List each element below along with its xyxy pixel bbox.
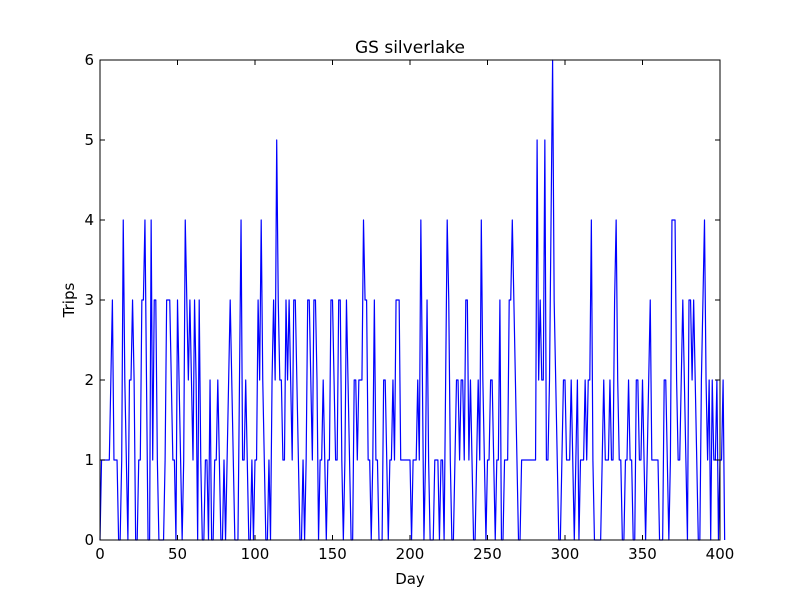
- x-tick-label: 300: [551, 545, 580, 563]
- x-axis-ticks: 0 50 100 150 200 250 300 350 400: [95, 60, 734, 563]
- x-tick-label: 50: [168, 545, 187, 563]
- series-layer: [99, 59, 726, 541]
- y-axis-title: Trips: [60, 283, 78, 319]
- y-tick-label: 0: [84, 531, 94, 549]
- x-tick-label: 250: [473, 545, 502, 563]
- x-tick-label: 400: [706, 545, 735, 563]
- chart-title: GS silverlake: [355, 38, 465, 58]
- y-tick-label: 3: [84, 291, 94, 309]
- plot-area: [99, 59, 726, 541]
- x-tick-label: 0: [95, 545, 105, 563]
- y-tick-label: 6: [84, 51, 94, 69]
- x-tick-label: 100: [241, 545, 270, 563]
- x-tick-label: 150: [318, 545, 347, 563]
- y-tick-label: 2: [84, 371, 94, 389]
- x-tick-label: 350: [628, 545, 657, 563]
- y-tick-label: 4: [84, 211, 94, 229]
- x-axis-title: Day: [395, 570, 425, 588]
- y-tick-label: 5: [84, 131, 94, 149]
- x-tick-label: 200: [396, 545, 425, 563]
- series-line-0: [99, 59, 726, 541]
- y-axis-ticks: 0 1 2 3 4 5 6: [84, 51, 720, 549]
- y-tick-label: 1: [84, 451, 94, 469]
